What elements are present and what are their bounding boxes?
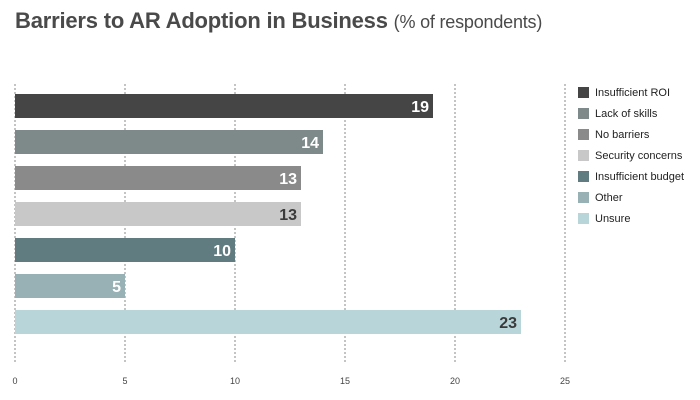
chart-title: Barriers to AR Adoption in Business (% o…	[15, 8, 542, 34]
legend-swatch	[578, 87, 589, 98]
bar-value-label: 5	[112, 279, 121, 296]
bar-value-label: 13	[279, 207, 297, 224]
x-tick-label: 0	[12, 376, 17, 386]
bar	[15, 166, 301, 190]
legend-label: Lack of skills	[595, 107, 658, 120]
legend-item: Other	[578, 187, 684, 208]
legend-swatch	[578, 171, 589, 182]
bar-value-label: 23	[499, 315, 517, 332]
legend-item: Insufficient ROI	[578, 82, 684, 103]
legend-label: Unsure	[595, 212, 631, 225]
legend-label: Insufficient budget	[595, 170, 685, 183]
legend-item: Unsure	[578, 208, 684, 229]
legend-swatch	[578, 108, 589, 119]
bar-value-label: 14	[301, 135, 319, 152]
x-tick-label: 20	[450, 376, 460, 386]
legend-swatch	[578, 213, 589, 224]
bar-value-label: 10	[213, 243, 231, 260]
chart-subtitle: (% of respondents)	[393, 12, 543, 32]
chart-legend: Insufficient ROI Lack of skills No barrier…	[578, 82, 684, 229]
bar	[15, 274, 125, 298]
bar	[15, 94, 433, 118]
legend-label: No barriers	[595, 128, 650, 141]
legend-item: Security concerns	[578, 145, 684, 166]
bar	[15, 130, 323, 154]
x-tick-label: 15	[340, 376, 350, 386]
legend-label: Other	[595, 191, 623, 204]
legend-swatch	[578, 129, 589, 140]
bar	[15, 310, 521, 334]
bar-value-label: 19	[411, 99, 429, 116]
legend-label: Security concerns	[595, 149, 683, 162]
chart-title-text: Barriers to AR Adoption in Business	[15, 8, 388, 33]
bar	[15, 238, 235, 262]
bar	[15, 202, 301, 226]
legend-label: Insufficient ROI	[595, 86, 670, 99]
legend-swatch	[578, 150, 589, 161]
legend-item: Lack of skills	[578, 103, 684, 124]
x-tick-label: 5	[122, 376, 127, 386]
bar-value-label: 13	[279, 171, 297, 188]
x-tick-label: 10	[230, 376, 240, 386]
bar-chart: 0 5 10 15 20 25 19 14 13 13 10 5 23	[12, 84, 570, 386]
legend-item: Insufficient budget	[578, 166, 684, 187]
legend-swatch	[578, 192, 589, 203]
legend-item: No barriers	[578, 124, 684, 145]
x-tick-label: 25	[560, 376, 570, 386]
